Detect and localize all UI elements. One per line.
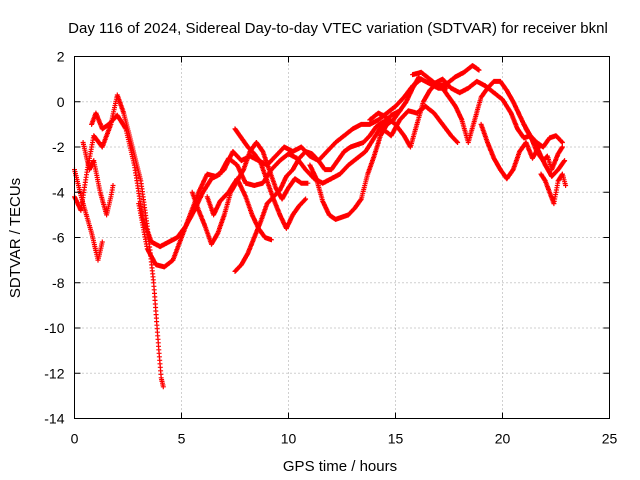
y-tick-label: -14 [44, 411, 64, 427]
y-tick-label: -2 [52, 139, 65, 155]
data-point-markers [478, 121, 542, 182]
x-tick-label: 20 [495, 431, 511, 447]
y-axis-label: SDTVAR / TECUs [7, 178, 24, 298]
axis-ticks: 0 5 10 15 20 25 -14 -12 -10 -8 -6 -4 -2 0 2 [44, 49, 617, 447]
series-sat-j [307, 74, 422, 222]
data-point-markers [521, 121, 565, 173]
y-tick-label: 2 [57, 49, 65, 65]
series-sat-c [80, 140, 116, 218]
gridlines [74, 56, 610, 419]
x-tick-label: 10 [281, 431, 297, 447]
x-tick-label: 25 [602, 431, 618, 447]
data-point-markers [204, 176, 274, 243]
series-sat-o [478, 121, 542, 182]
y-tick-label: -6 [52, 230, 65, 246]
y-tick-label: -4 [52, 184, 65, 200]
x-tick-label: 15 [388, 431, 404, 447]
series-sat-f [189, 140, 311, 247]
series-sat-n [410, 63, 482, 89]
data-markers [72, 63, 569, 390]
series-sat-g [232, 117, 392, 274]
data-point-markers [380, 103, 461, 145]
y-tick-label: -10 [44, 320, 64, 336]
data-point-markers [232, 126, 309, 231]
data-point-markers [307, 74, 422, 222]
series-sat-l [380, 103, 461, 145]
data-point-markers [232, 117, 392, 274]
chart-title: Day 116 of 2024, Sidereal Day-to-day VTE… [68, 20, 608, 37]
x-tick-label: 0 [71, 431, 79, 447]
series-sat-h [232, 126, 309, 231]
x-axis-label: GPS time / hours [283, 458, 397, 475]
y-tick-label: 0 [57, 94, 65, 110]
y-tick-label: -12 [44, 365, 64, 381]
data-point-markers [538, 171, 569, 207]
data-point-markers [189, 140, 311, 247]
series-sat-p [538, 171, 569, 207]
y-tick-label: -8 [52, 275, 65, 291]
data-point-markers [80, 140, 116, 218]
series-sat-q [521, 121, 565, 173]
data-point-markers [410, 63, 482, 89]
x-tick-label: 5 [178, 431, 186, 447]
series-sat-i [204, 176, 274, 243]
